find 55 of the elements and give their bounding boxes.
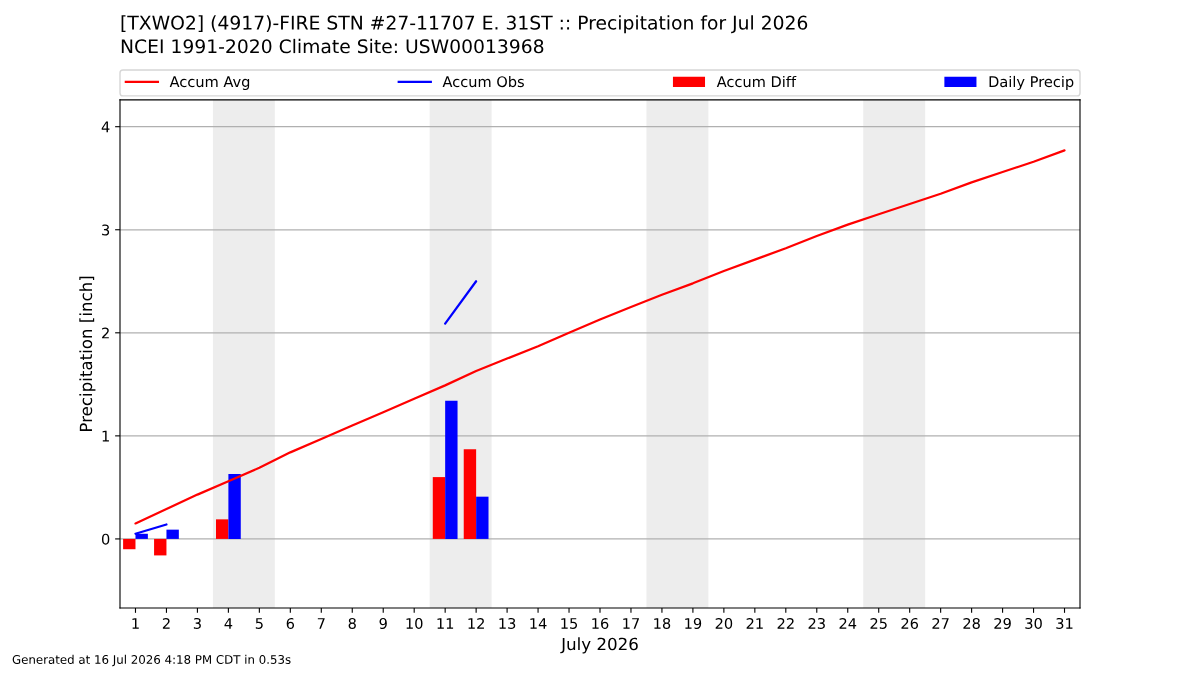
bar	[463, 449, 477, 539]
y-axis-title: Precipitation [inch]	[79, 276, 96, 431]
legend-label: Daily Precip	[989, 75, 1074, 90]
chart-subtitle: NCEI 1991-2020 Climate Site: USW00013968	[121, 38, 544, 54]
x-tick-label: 19	[685, 617, 702, 629]
x-tick-label: 6	[286, 617, 295, 629]
y-tick-label: 4	[101, 121, 110, 133]
x-tick-label: 15	[561, 618, 578, 629]
x-tick-label: 10	[406, 617, 423, 629]
x-tick-label: 25	[870, 617, 887, 629]
x-tick-label: 17	[623, 618, 639, 629]
text: Generated at 16 Jul 2026 4:18 PM CDT in 0.53s	[12, 654, 291, 667]
legend-label: Accum Avg	[169, 76, 250, 90]
y-tick-label: 0	[101, 533, 110, 545]
x-tick-label: 22	[777, 617, 794, 629]
bar	[476, 496, 489, 539]
line-series	[134, 149, 1066, 525]
x-tick-label: 4	[224, 618, 233, 629]
x-tick-label: 14	[530, 618, 547, 629]
x-tick-label: 9	[379, 617, 387, 629]
bar	[216, 519, 229, 539]
legend-label: Accum Diff	[716, 75, 797, 88]
x-tick-label: 26	[901, 617, 919, 629]
x-tick-label: 31	[1056, 617, 1073, 629]
x-axis-title: July 2026	[560, 637, 638, 654]
x-tick-label: 8	[348, 617, 356, 629]
x-tick-label: 2	[162, 617, 170, 629]
bar	[445, 400, 458, 539]
x-tick-label: 21	[746, 617, 763, 629]
x-tick-label: 24	[839, 617, 857, 629]
bar	[432, 477, 446, 539]
x-tick-label: 11	[437, 618, 454, 629]
bar	[228, 474, 241, 539]
y-tick-label: 1	[102, 430, 109, 442]
chart-title: [TXWO2] (4917)-FIRE STN #27-11707 E. 31ST :: Precipitation for Jul 2026	[121, 15, 808, 34]
x-tick-label: 13	[499, 617, 516, 629]
x-tick-label: 3	[193, 617, 201, 629]
x-tick-label: 23	[808, 617, 825, 629]
y-tick-label: 3	[102, 224, 110, 236]
x-tick-label: 16	[592, 617, 609, 629]
x-tick-label: 12	[468, 617, 484, 629]
x-tick-label: 5	[255, 618, 263, 629]
x-tick-label: 1	[132, 618, 139, 629]
x-tick-label: 27	[932, 617, 949, 629]
x-tick-label: 20	[715, 617, 733, 629]
bar	[123, 538, 136, 550]
x-tick-label: 18	[654, 617, 671, 629]
y-tick-label: 2	[102, 327, 109, 339]
x-tick-label: 30	[1025, 617, 1042, 629]
legend-label: Accum Obs	[442, 75, 524, 88]
bar	[166, 529, 179, 539]
x-tick-label: 7	[317, 618, 325, 629]
x-tick-label: 28	[963, 617, 980, 629]
bar	[154, 538, 167, 556]
x-tick-label: 29	[994, 617, 1011, 629]
